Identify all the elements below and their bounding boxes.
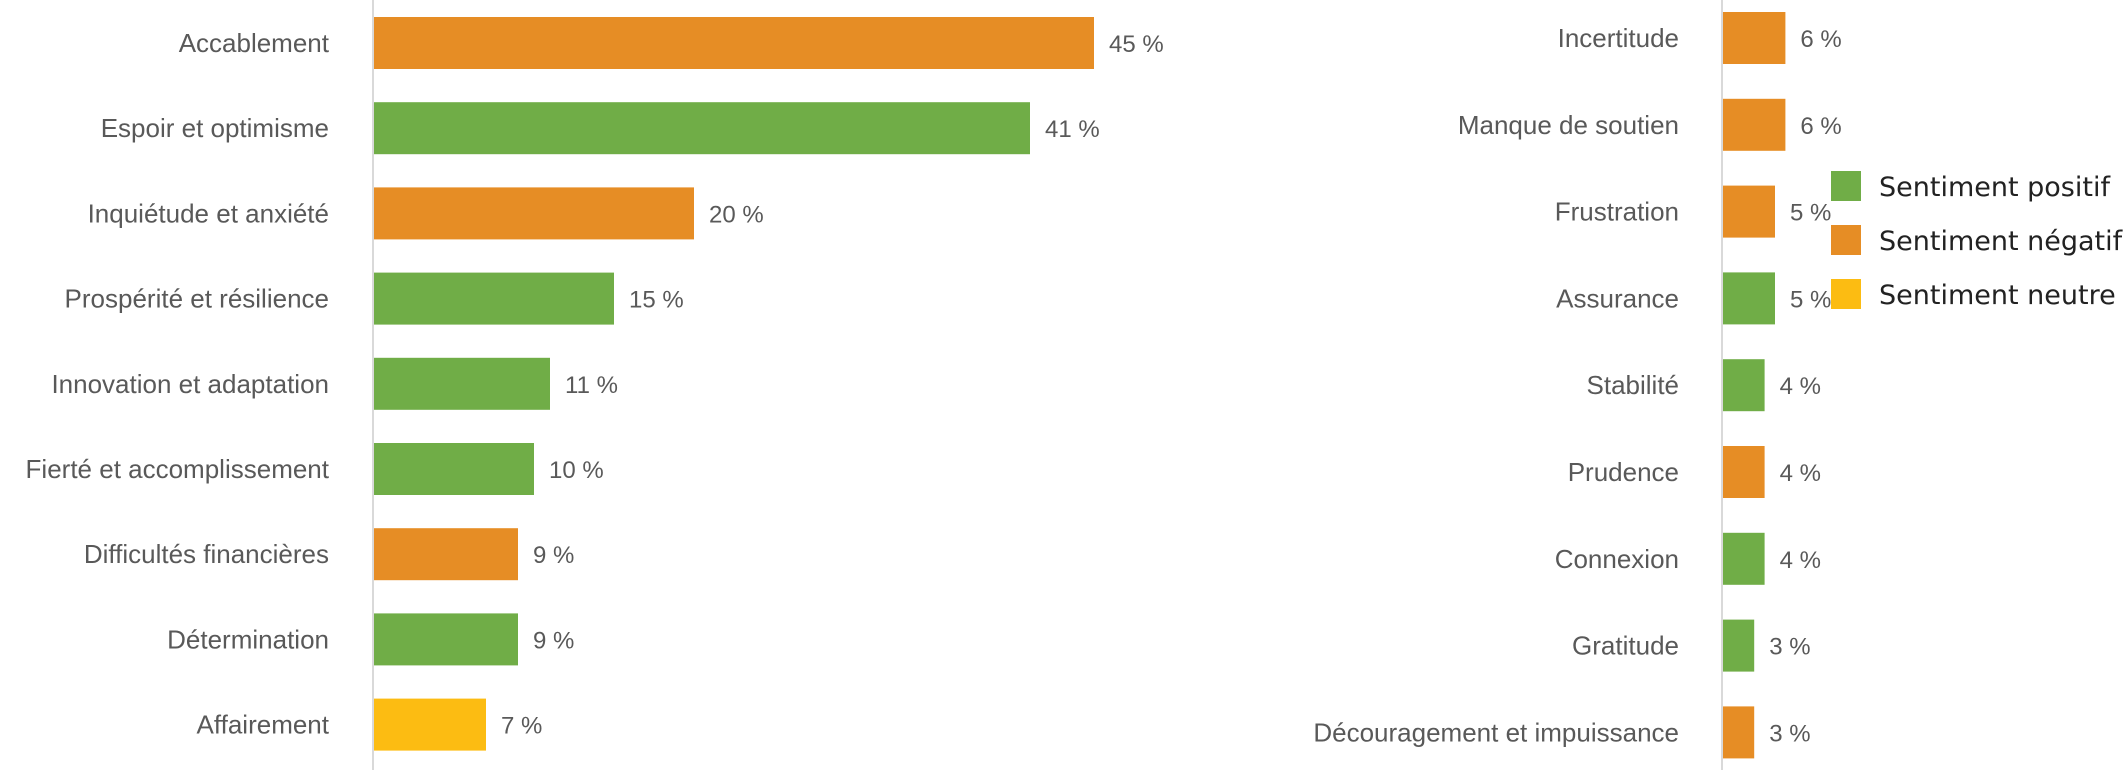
data-label: 9 % [533, 627, 574, 654]
data-label: 9 % [533, 542, 574, 569]
category-label: Prospérité et résilience [65, 284, 329, 314]
category-label: Fierté et accomplissement [26, 454, 330, 484]
data-label: 6 % [1800, 26, 1841, 53]
right-bar-chart: Incertitude 6 % Manque de soutien 6 % Frustr… [1313, 0, 1842, 770]
data-label: 4 % [1780, 460, 1821, 487]
data-label: 4 % [1780, 373, 1821, 400]
category-label: Stabilité [1587, 370, 1680, 400]
data-label: 41 % [1045, 116, 1100, 143]
data-label: 15 % [629, 287, 684, 314]
data-label: 11 % [565, 372, 618, 399]
category-label: Connexion [1555, 544, 1679, 574]
bar-positive [1723, 272, 1775, 325]
bar-negative [1723, 12, 1786, 64]
bar-neutral [374, 698, 486, 751]
data-label: 20 % [709, 201, 764, 228]
legend-swatch-positive [1831, 171, 1861, 201]
legend-label-neutral: Sentiment neutre [1879, 280, 2116, 311]
bar-negative [1723, 706, 1755, 759]
bar-negative [374, 187, 694, 240]
bar-negative [1723, 185, 1775, 238]
bar-positive [374, 102, 1030, 155]
bar-negative [1723, 446, 1765, 498]
data-label: 5 % [1790, 286, 1831, 313]
data-label: 3 % [1769, 634, 1810, 661]
category-label: Découragement et impuissance [1313, 717, 1679, 747]
bar-positive [374, 357, 550, 410]
bar-positive [1723, 359, 1765, 412]
bar-positive [374, 613, 518, 666]
data-label: 7 % [501, 713, 542, 740]
category-label: Manque de soutien [1458, 110, 1679, 140]
category-label: Espoir et optimisme [101, 113, 329, 143]
bar-negative [374, 528, 518, 581]
category-label: Frustration [1555, 197, 1679, 227]
data-label: 5 % [1790, 200, 1831, 227]
bar-negative [374, 17, 1094, 69]
category-label: Accablement [179, 28, 330, 58]
legend-swatch-neutral [1831, 279, 1861, 309]
bar-positive [374, 443, 534, 495]
legend-label-negative: Sentiment négatif [1879, 226, 2124, 257]
bar-positive [374, 272, 614, 325]
category-label: Innovation et adaptation [51, 369, 329, 399]
category-label: Gratitude [1572, 631, 1679, 661]
category-label: Affairement [197, 710, 330, 740]
bar-negative [1723, 98, 1786, 151]
data-label: 45 % [1109, 31, 1164, 58]
data-label: 6 % [1800, 113, 1841, 140]
category-label: Difficultés financières [84, 539, 329, 569]
legend-label-positive: Sentiment positif [1879, 172, 2111, 203]
category-label: Détermination [167, 624, 329, 654]
data-label: 10 % [549, 457, 604, 484]
data-label: 4 % [1780, 547, 1821, 574]
category-label: Assurance [1556, 283, 1679, 313]
legend-swatch-negative [1831, 225, 1861, 255]
legend: Sentiment positif Sentiment négatif Sentim… [1831, 171, 2124, 311]
bar-positive [1723, 619, 1755, 672]
bar-positive [1723, 532, 1765, 585]
category-label: Incertitude [1558, 23, 1679, 53]
left-bar-chart: Accablement 45 % Espoir et optimisme 41 % In… [26, 0, 1164, 770]
category-label: Inquiétude et anxiété [88, 198, 329, 228]
data-label: 3 % [1769, 720, 1810, 747]
category-label: Prudence [1568, 457, 1679, 487]
